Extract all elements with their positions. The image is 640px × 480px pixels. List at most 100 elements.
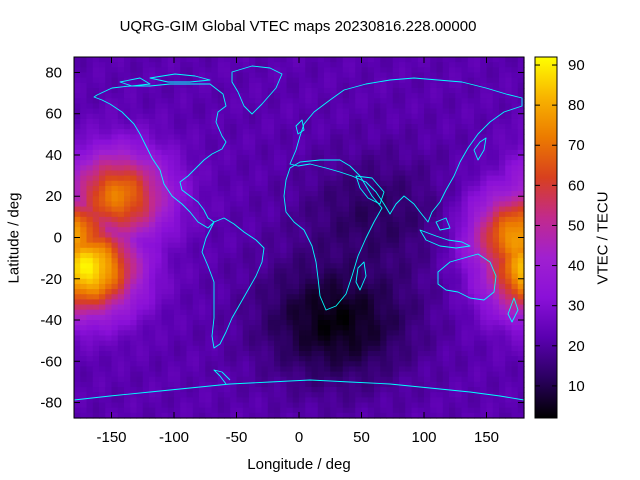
vtec-cell bbox=[305, 407, 313, 414]
vtec-cell bbox=[180, 299, 188, 306]
vtec-cell bbox=[186, 175, 194, 182]
vtec-cell bbox=[292, 407, 300, 414]
vtec-cell bbox=[174, 252, 181, 259]
vtec-cell bbox=[136, 283, 144, 290]
vtec-cell bbox=[442, 118, 450, 125]
vtec-cell bbox=[124, 258, 131, 264]
vtec-cell bbox=[236, 124, 244, 130]
vtec-cell bbox=[399, 222, 406, 228]
vtec-cell bbox=[155, 258, 163, 264]
vtec-cell bbox=[355, 335, 363, 342]
vtec-cell bbox=[317, 149, 325, 156]
vtec-cell bbox=[180, 118, 188, 125]
vtec-cell bbox=[474, 98, 481, 105]
vtec-cell bbox=[205, 392, 213, 398]
vtec-cell bbox=[424, 320, 431, 326]
vtec-cell bbox=[230, 237, 238, 244]
vtec-cell bbox=[280, 299, 288, 306]
vtec-cell bbox=[349, 335, 356, 342]
vtec-cell bbox=[292, 222, 300, 228]
vtec-cell bbox=[149, 103, 156, 110]
vtec-cell bbox=[236, 320, 244, 326]
vtec-cell bbox=[430, 330, 438, 337]
vtec-cell bbox=[136, 77, 144, 84]
vtec-cell bbox=[186, 67, 194, 74]
vtec-cell bbox=[355, 185, 363, 192]
vtec-cell bbox=[211, 201, 219, 208]
vtec-cell bbox=[399, 361, 406, 368]
vtec-cell bbox=[86, 165, 94, 172]
vtec-cell bbox=[292, 366, 300, 373]
vtec-cell bbox=[436, 366, 444, 373]
vtec-cell bbox=[411, 283, 419, 290]
vtec-cell bbox=[274, 294, 281, 300]
vtec-cell bbox=[442, 87, 450, 94]
vtec-cell bbox=[455, 87, 463, 94]
vtec-cell bbox=[155, 124, 163, 130]
vtec-cell bbox=[311, 139, 319, 146]
vtec-cell bbox=[286, 139, 294, 146]
vtec-cell bbox=[217, 129, 225, 135]
vtec-cell bbox=[386, 335, 394, 342]
vtec-cell bbox=[511, 232, 519, 239]
vtec-cell bbox=[355, 309, 363, 316]
vtec-cell bbox=[80, 397, 88, 404]
vtec-cell bbox=[436, 82, 444, 89]
vtec-cell bbox=[180, 108, 188, 115]
vtec-cell bbox=[336, 191, 344, 197]
vtec-cell bbox=[417, 335, 425, 342]
vtec-cell bbox=[380, 98, 388, 105]
vtec-cell bbox=[511, 263, 519, 270]
vtec-cell bbox=[380, 299, 388, 306]
vtec-cell bbox=[130, 149, 138, 156]
vtec-cell bbox=[167, 335, 175, 342]
vtec-cell bbox=[405, 154, 413, 161]
vtec-cell bbox=[280, 77, 288, 84]
vtec-cell bbox=[305, 67, 313, 74]
vtec-cell bbox=[99, 129, 106, 135]
vtec-cell bbox=[374, 134, 381, 141]
vtec-cell bbox=[424, 366, 431, 373]
vtec-cell bbox=[286, 113, 294, 120]
vtec-cell bbox=[224, 175, 231, 182]
vtec-cell bbox=[517, 134, 525, 141]
vtec-cell bbox=[142, 108, 150, 115]
vtec-cell bbox=[161, 108, 169, 115]
vtec-cell bbox=[417, 247, 425, 254]
vtec-cell bbox=[449, 335, 456, 342]
vtec-cell bbox=[211, 124, 219, 130]
vtec-cell bbox=[442, 67, 450, 74]
vtec-cell bbox=[230, 93, 238, 99]
vtec-cell bbox=[399, 350, 406, 357]
vtec-cell bbox=[249, 134, 256, 141]
vtec-cell bbox=[286, 129, 294, 135]
vtec-cell bbox=[174, 309, 181, 316]
vtec-cell bbox=[224, 397, 231, 404]
vtec-cell bbox=[86, 258, 94, 264]
vtec-cell bbox=[305, 196, 313, 202]
vtec-cell bbox=[380, 113, 388, 120]
vtec-cell bbox=[311, 62, 319, 68]
vtec-cell bbox=[92, 356, 100, 362]
vtec-cell bbox=[86, 376, 94, 383]
vtec-cell bbox=[467, 376, 475, 383]
vtec-cell bbox=[505, 397, 513, 404]
vtec-cell bbox=[224, 263, 231, 270]
vtec-cell bbox=[74, 77, 81, 84]
vtec-cell bbox=[80, 57, 88, 63]
vtec-cell bbox=[80, 180, 88, 187]
vtec-cell bbox=[449, 340, 456, 347]
vtec-cell bbox=[417, 124, 425, 130]
vtec-cell bbox=[99, 258, 106, 264]
vtec-cell bbox=[399, 113, 406, 120]
vtec-cell bbox=[80, 124, 88, 130]
vtec-cell bbox=[161, 299, 169, 306]
vtec-cell bbox=[192, 294, 200, 300]
vtec-cell bbox=[186, 134, 194, 141]
vtec-cell bbox=[167, 206, 175, 213]
vtec-cell bbox=[380, 309, 388, 316]
vtec-cell bbox=[217, 345, 225, 352]
vtec-cell bbox=[161, 330, 169, 337]
vtec-cell bbox=[149, 345, 156, 352]
vtec-cell bbox=[405, 139, 413, 146]
